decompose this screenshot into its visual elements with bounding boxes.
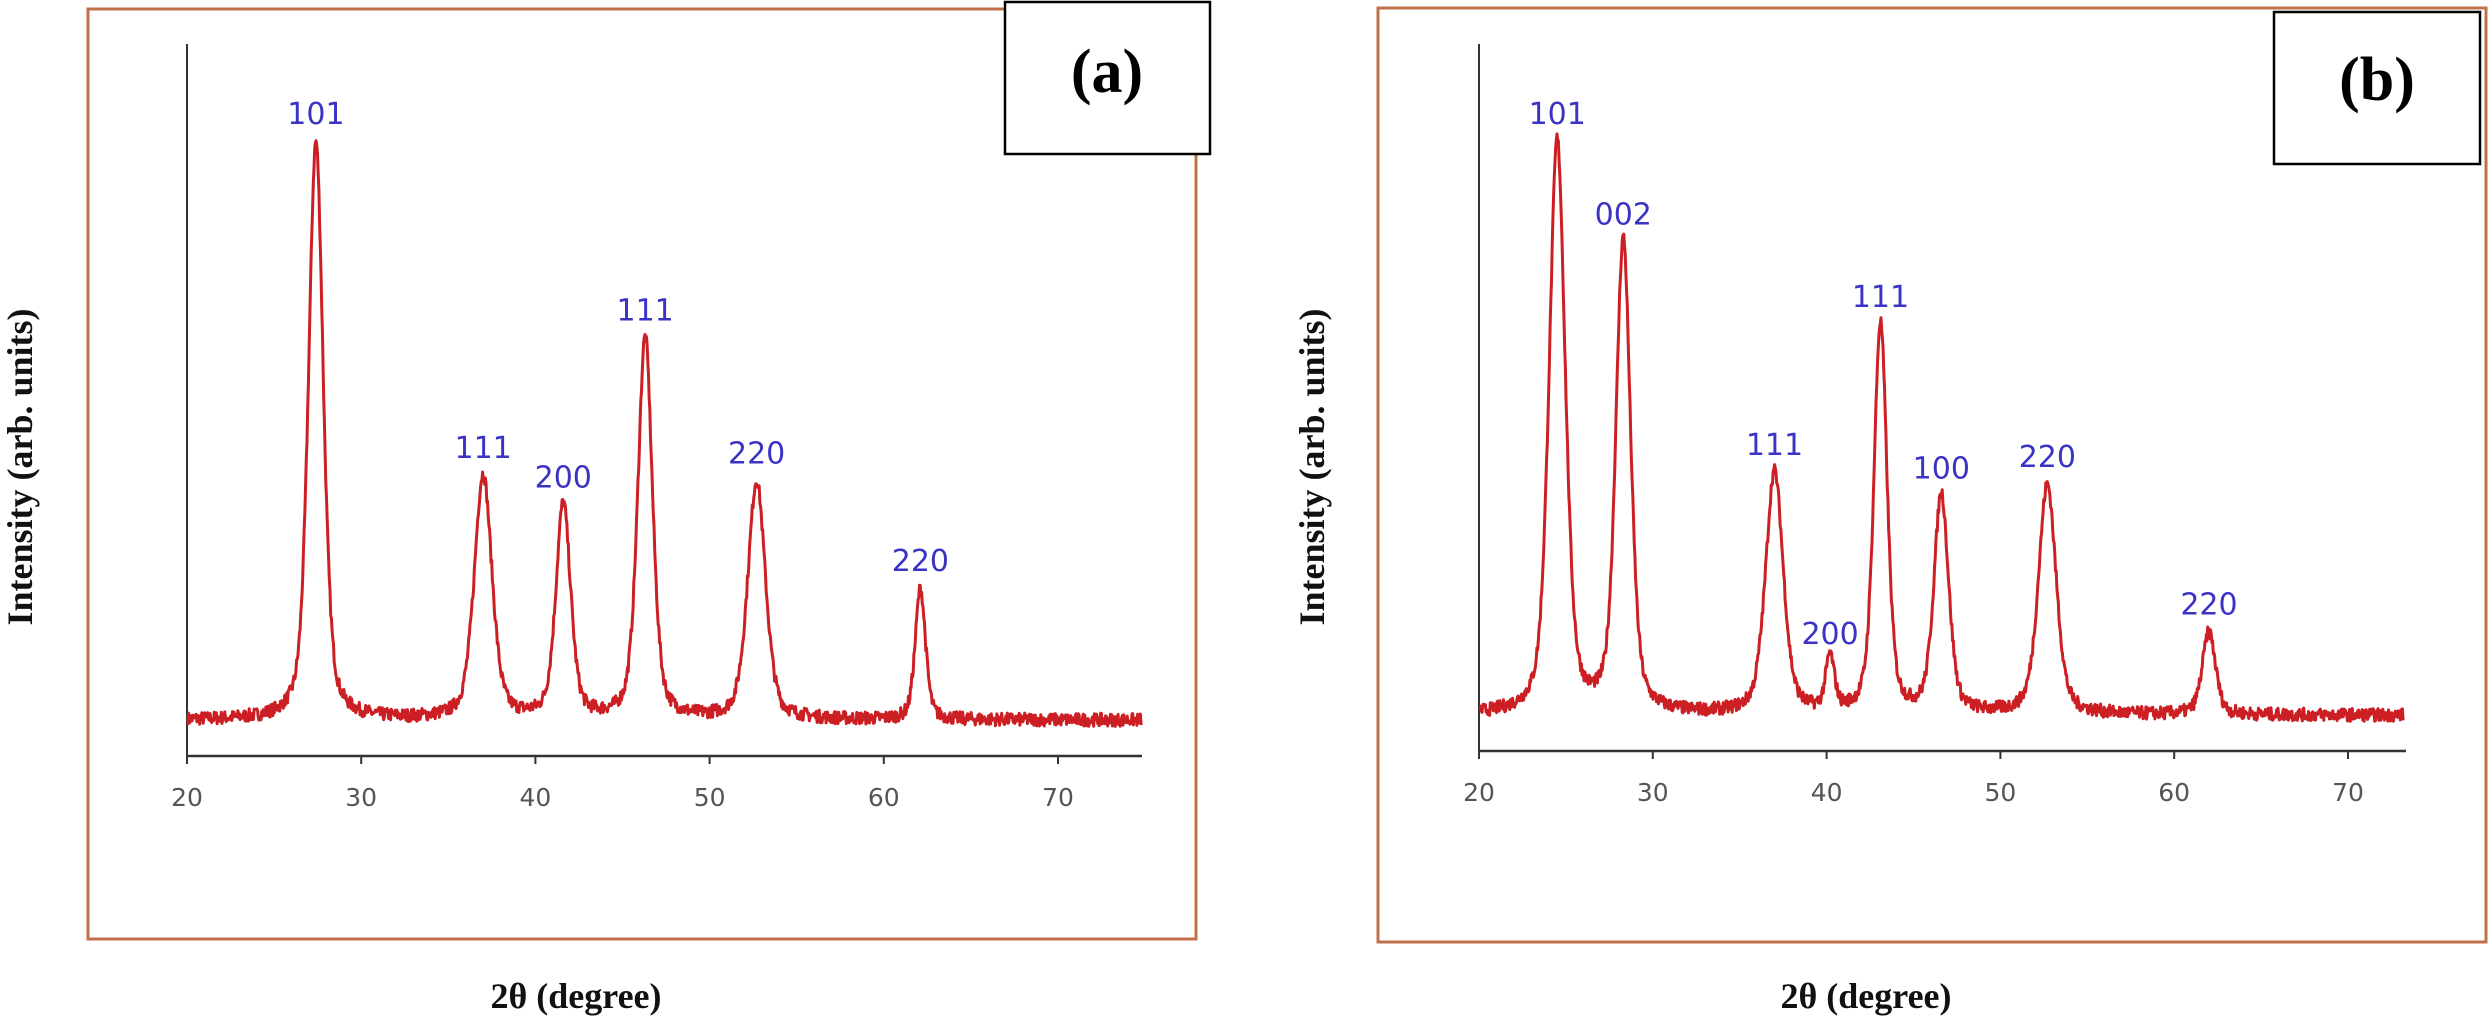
panel-a: (a) Intensity (arb. units) 2θ (degree) 2… — [0, 0, 1212, 1016]
panel-b-x-tick-label: 40 — [1811, 778, 1843, 807]
panel-a-x-tick-label: 30 — [345, 783, 377, 812]
panel-b-peak-label: 002 — [1595, 197, 1652, 232]
panel-a-x-tick-label: 20 — [171, 783, 203, 812]
panel-a-label: (a) — [1071, 38, 1143, 106]
panel-b-peak-label: 220 — [2180, 588, 2237, 623]
panel-b-x-tick-label: 70 — [2332, 778, 2364, 807]
panel-b-x-tick-label: 20 — [1463, 778, 1495, 807]
panel-b-x-tick-label: 60 — [2158, 778, 2190, 807]
panel-b-x-tick-label: 50 — [1984, 778, 2016, 807]
panel-b: (b) Intensity (arb. units) 2θ (degree) 2… — [1292, 6, 2488, 1016]
panel-b-frame — [1376, 6, 2488, 944]
panel-a-peak-label: 101 — [287, 97, 344, 132]
panel-a-x-tick-label: 40 — [519, 783, 551, 812]
panel-a-x-tick-label: 60 — [868, 783, 900, 812]
panel-a-ylabel: Intensity (arb. units) — [0, 308, 40, 625]
panel-a-peak-label: 220 — [892, 544, 949, 579]
panel-a-peak-label: 200 — [535, 461, 592, 496]
panel-a-peak-label: 220 — [728, 437, 785, 472]
panel-a-frame — [86, 7, 1198, 941]
panel-a-peak-label: 111 — [617, 294, 674, 329]
panel-a-plot: 20 30 40 50 60 70 101 111 200 111 220 220 — [171, 44, 1143, 812]
panel-b-label: (b) — [2339, 46, 2415, 114]
panel-b-xrd-line — [1478, 132, 2405, 723]
panel-b-peak-label: 220 — [2019, 440, 2076, 475]
panel-a-x-tick-label: 50 — [694, 783, 726, 812]
panel-a-label-box — [1003, 0, 1212, 156]
panel-b-plot: 20 30 40 50 60 70 101 002 111 200 111 100 220 220 — [1463, 44, 2406, 807]
panel-a-xrd-line — [186, 139, 1143, 728]
panel-b-peak-label: 100 — [1913, 452, 1970, 487]
panel-b-peak-label: 111 — [1852, 280, 1909, 315]
panel-b-xlabel: 2θ (degree) — [1780, 976, 1951, 1016]
panel-b-peak-label: 111 — [1746, 428, 1803, 463]
panel-b-peak-label: 101 — [1529, 97, 1586, 132]
panel-b-label-box — [2272, 10, 2482, 166]
panel-b-x-tick-label: 30 — [1637, 778, 1669, 807]
panel-a-xlabel: 2θ (degree) — [490, 976, 661, 1016]
panel-b-peak-label: 200 — [1801, 617, 1858, 652]
panel-a-x-tick-label: 70 — [1042, 783, 1074, 812]
panel-a-peak-label: 111 — [455, 431, 512, 466]
panel-b-ylabel: Intensity (arb. units) — [1292, 308, 1332, 625]
